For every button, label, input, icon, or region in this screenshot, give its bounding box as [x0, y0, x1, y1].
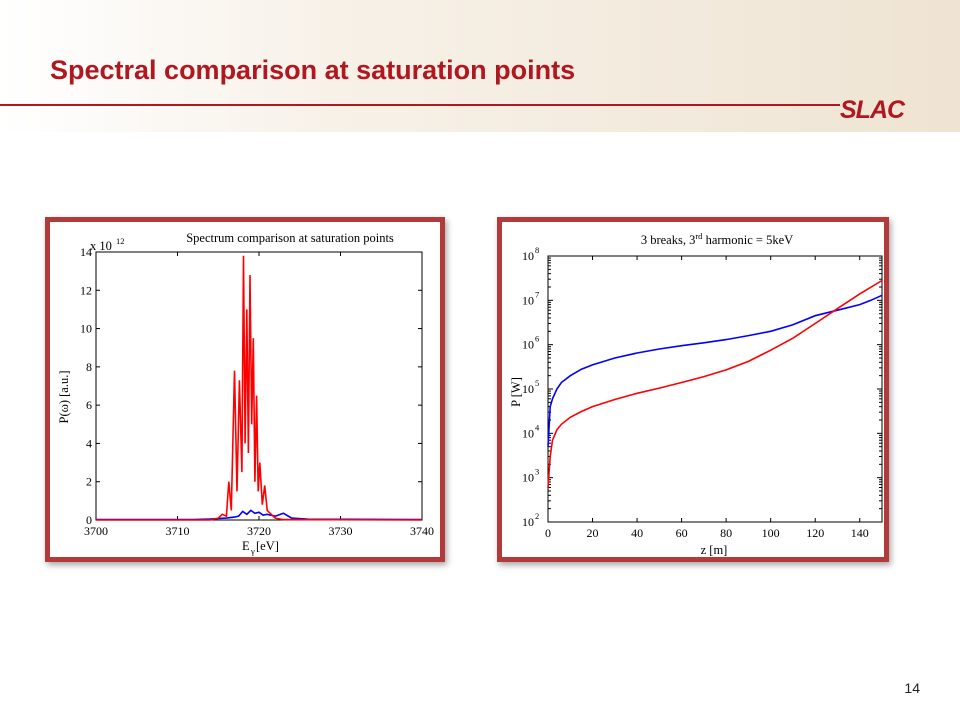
plot-area: [547, 255, 883, 523]
y-tick-label: 14: [80, 245, 92, 259]
svg-text:10: 10: [522, 382, 534, 396]
x-tick-label: 80: [720, 526, 732, 540]
chart-title: Spectrum comparison at saturation points: [186, 231, 394, 245]
page-number: 14: [904, 680, 920, 696]
spectrum-chart: Spectrum comparison at saturation points…: [57, 231, 434, 556]
slac-logo: SLAC: [840, 96, 905, 124]
svg-text:10: 10: [522, 515, 534, 529]
svg-text:[eV]: [eV]: [256, 539, 279, 553]
x-tick-label: 140: [851, 526, 869, 540]
y-axis-label: P [W]: [509, 377, 523, 407]
y-tick-label: 6: [86, 398, 92, 412]
x-tick-label: 60: [676, 526, 688, 540]
y-axis-label: P(ω) [a.u.]: [57, 370, 71, 423]
x-tick-label: 3710: [166, 524, 190, 538]
svg-text:8: 8: [535, 245, 539, 255]
svg-text:10: 10: [522, 293, 534, 307]
svg-text:10: 10: [522, 338, 534, 352]
y-tick-label: 10 6: [522, 334, 539, 352]
y-tick-label: 10 7: [522, 289, 539, 307]
svg-text:4: 4: [535, 422, 540, 432]
series-line-blue: [547, 294, 883, 447]
y-tick-label: 8: [86, 360, 92, 374]
chart-title: 3 breaks, 3rd harmonic = 5keV: [641, 231, 793, 247]
svg-text:3: 3: [535, 467, 539, 477]
svg-text:10: 10: [522, 471, 534, 485]
y-tick-label: 2: [86, 475, 92, 489]
y-tick-label: 10 3: [522, 467, 539, 485]
y-tick-label: 4: [86, 436, 92, 450]
series-line-red: [96, 255, 423, 521]
x-tick-label: 3700: [84, 524, 108, 538]
series-line-red: [547, 279, 883, 488]
svg-text:10: 10: [522, 249, 534, 263]
x-tick-label: 120: [806, 526, 824, 540]
svg-text:2: 2: [535, 511, 539, 521]
spectrum-chart-frame: Spectrum comparison at saturation points…: [45, 217, 445, 562]
y-multiplier-base: x 10: [90, 239, 112, 253]
svg-text:3 breaks, 3rd harmonic = 5keV: 3 breaks, 3rd harmonic = 5keV: [641, 231, 793, 247]
y-tick-label: 10 8: [522, 245, 539, 263]
y-tick-label: 0: [86, 513, 92, 527]
svg-text:6: 6: [535, 334, 539, 344]
x-tick-label: 3720: [247, 524, 271, 538]
x-tick-label: 3730: [329, 524, 353, 538]
x-tick-label: 100: [762, 526, 780, 540]
y-tick-label: 12: [80, 283, 92, 297]
svg-text:7: 7: [535, 289, 539, 299]
x-tick-label: 20: [587, 526, 599, 540]
svg-text:γ: γ: [250, 546, 255, 556]
svg-text:10: 10: [522, 426, 534, 440]
x-tick-label: 0: [545, 526, 551, 540]
power-chart: 3 breaks, 3rd harmonic = 5keV P [W] z [m…: [509, 231, 883, 557]
svg-text:E: E: [242, 539, 250, 553]
slide-title: Spectral comparison at saturation points: [50, 55, 576, 85]
title-rule: [0, 104, 840, 106]
y-tick-label: 10 4: [522, 422, 540, 440]
y-tick-label: 10 2: [522, 511, 539, 529]
x-axis-label: E γ [eV]: [242, 539, 279, 556]
power-chart-frame: 3 breaks, 3rd harmonic = 5keV P [W] z [m…: [497, 217, 889, 562]
x-tick-label: 3740: [410, 524, 434, 538]
svg-text:5: 5: [535, 378, 539, 388]
y-multiplier-exponent: 12: [116, 236, 125, 246]
y-tick-label: 10 5: [522, 378, 539, 396]
y-tick-label: 10: [80, 322, 92, 336]
x-axis-label: z [m]: [701, 543, 728, 557]
x-tick-label: 40: [631, 526, 643, 540]
header-band: [0, 0, 960, 132]
